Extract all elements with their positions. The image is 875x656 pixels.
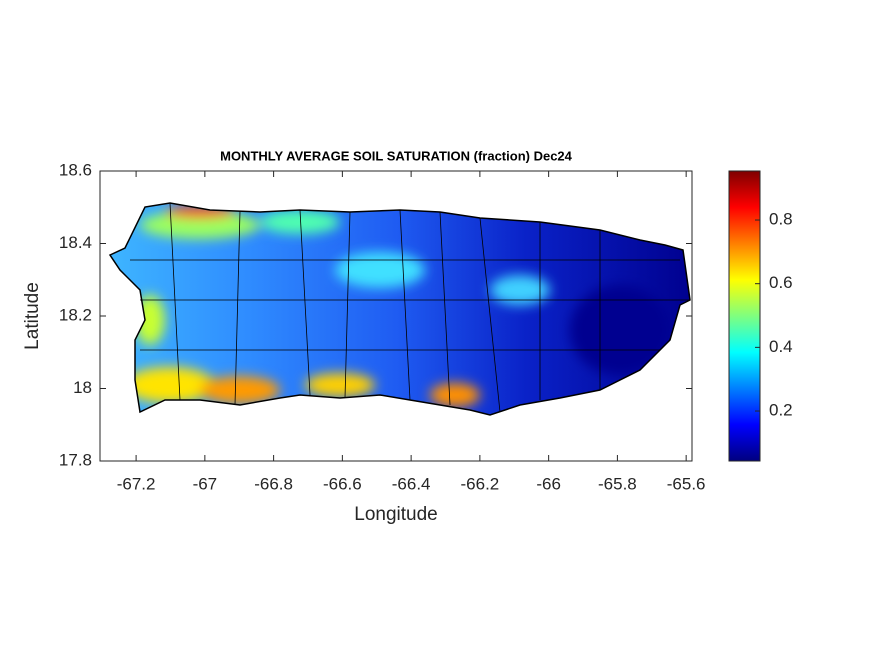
x-tick-label: -66.4 [392, 474, 431, 493]
x-tick-label: -67.2 [117, 474, 156, 493]
y-tick-label: 18.2 [59, 305, 92, 324]
colorbar-tick-label: 0.2 [769, 401, 793, 420]
y-tick-label: 18 [73, 378, 92, 397]
x-tick-label: -65.6 [667, 474, 706, 493]
y-tick-label: 17.8 [59, 450, 92, 469]
colorbar-tick-label: 0.8 [769, 210, 793, 229]
x-tick-label: -66 [536, 474, 561, 493]
colorbar [728, 170, 761, 462]
x-tick-label: -66.2 [461, 474, 500, 493]
x-axis-label: Longitude [354, 504, 437, 525]
y-axis-label: Latitude [22, 282, 43, 350]
y-tick-label: 18.6 [59, 160, 92, 179]
soil-saturation-field [110, 203, 690, 415]
chart-title: MONTHLY AVERAGE SOIL SATURATION (fractio… [220, 148, 573, 163]
x-tick-label: -65.8 [598, 474, 637, 493]
x-tick-label: -67 [193, 474, 218, 493]
colorbar-tick-label: 0.4 [769, 337, 793, 356]
x-tick-label: -66.8 [254, 474, 293, 493]
y-tick-label: 18.4 [59, 233, 92, 252]
colorbar-tick-label: 0.6 [769, 273, 793, 292]
municipal-boundaries [130, 202, 690, 413]
x-tick-label: -66.6 [323, 474, 362, 493]
